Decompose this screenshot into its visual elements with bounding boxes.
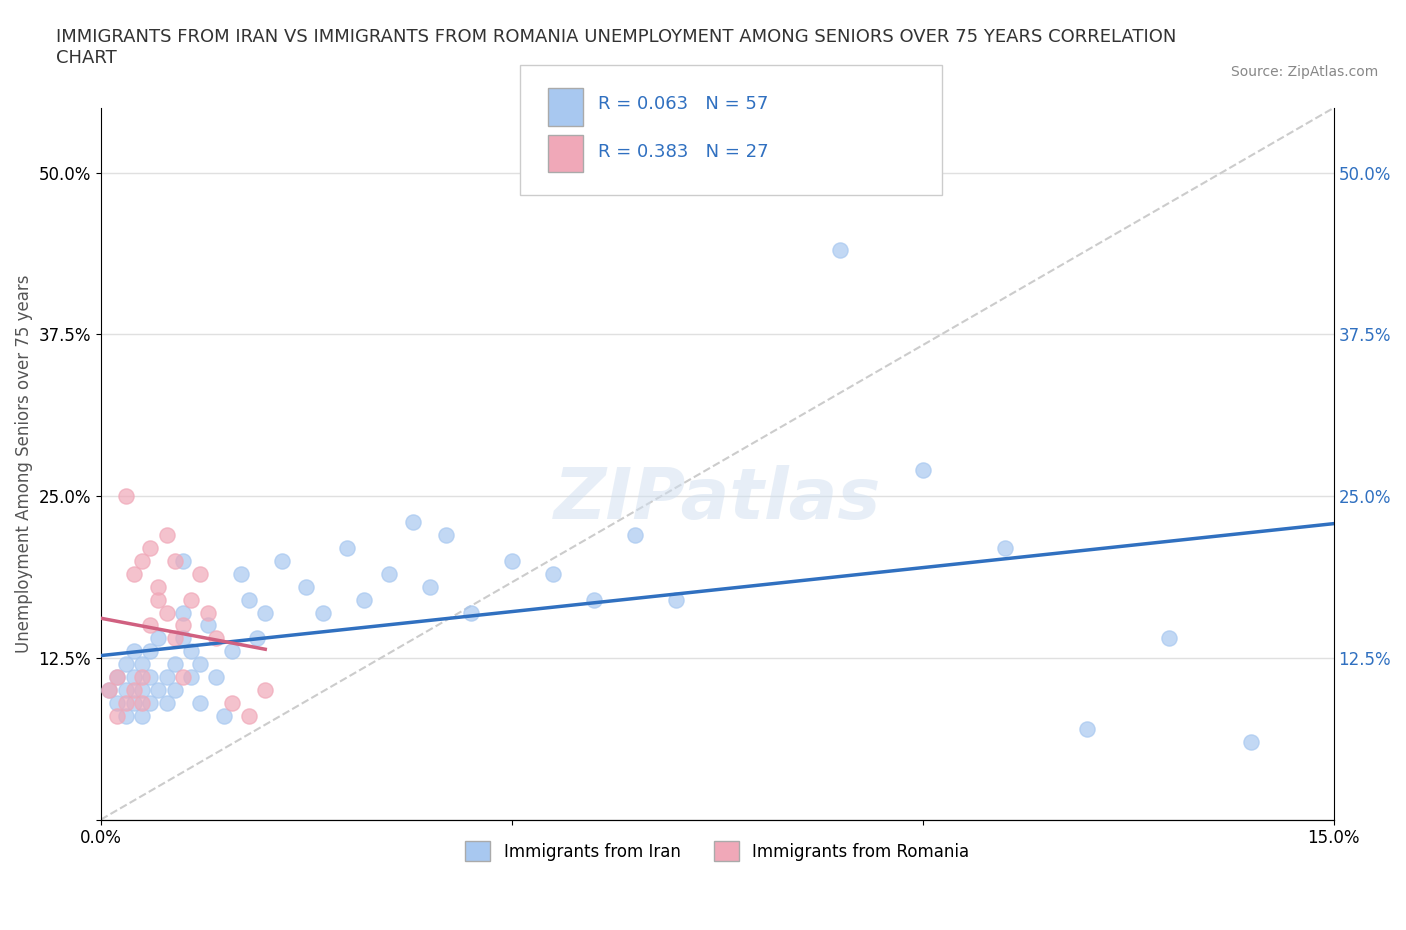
Point [312, 605, 335, 620]
Point [238, 592, 260, 607]
Point [197, 605, 219, 620]
Point [114, 488, 136, 503]
Point [163, 657, 186, 671]
Point [270, 553, 292, 568]
Point [180, 670, 202, 684]
Legend: Immigrants from Iran, Immigrants from Romania: Immigrants from Iran, Immigrants from Ro… [458, 834, 976, 868]
Text: ZIPatlas: ZIPatlas [554, 465, 882, 534]
Point [114, 683, 136, 698]
Point [131, 696, 153, 711]
Point [114, 696, 136, 711]
Point [139, 670, 162, 684]
Point [163, 553, 186, 568]
Point [139, 540, 162, 555]
Point [205, 670, 228, 684]
Point [122, 696, 145, 711]
Point [148, 592, 170, 607]
Point [105, 670, 128, 684]
Text: R = 0.063   N = 57: R = 0.063 N = 57 [598, 95, 768, 113]
Point [105, 709, 128, 724]
Point [541, 566, 564, 581]
Point [131, 670, 153, 684]
Point [172, 631, 194, 645]
Text: R = 0.383   N = 27: R = 0.383 N = 27 [598, 142, 768, 161]
Point [156, 670, 179, 684]
Point [156, 696, 179, 711]
Point [139, 618, 162, 633]
Point [131, 709, 153, 724]
Point [212, 709, 235, 724]
Point [180, 592, 202, 607]
Point [163, 631, 186, 645]
Point [105, 670, 128, 684]
Point [148, 683, 170, 698]
Point [131, 657, 153, 671]
Point [501, 553, 523, 568]
Point [188, 566, 211, 581]
Point [624, 527, 647, 542]
Point [994, 540, 1017, 555]
Point [131, 683, 153, 698]
Point [246, 631, 269, 645]
Point [229, 566, 252, 581]
Point [122, 670, 145, 684]
Point [1076, 722, 1098, 737]
Point [221, 696, 243, 711]
Point [122, 683, 145, 698]
Point [156, 527, 179, 542]
Point [172, 618, 194, 633]
Point [122, 644, 145, 658]
Point [139, 644, 162, 658]
Point [582, 592, 605, 607]
Point [377, 566, 399, 581]
Y-axis label: Unemployment Among Seniors over 75 years: Unemployment Among Seniors over 75 years [15, 274, 32, 653]
Point [148, 579, 170, 594]
Text: IMMIGRANTS FROM IRAN VS IMMIGRANTS FROM ROMANIA UNEMPLOYMENT AMONG SENIORS OVER : IMMIGRANTS FROM IRAN VS IMMIGRANTS FROM … [56, 28, 1177, 67]
Point [402, 514, 425, 529]
Point [205, 631, 228, 645]
Point [105, 696, 128, 711]
Point [911, 463, 934, 478]
Point [188, 696, 211, 711]
Point [238, 709, 260, 724]
Point [172, 553, 194, 568]
Point [197, 618, 219, 633]
Point [434, 527, 457, 542]
Point [419, 579, 441, 594]
Point [148, 631, 170, 645]
Point [180, 644, 202, 658]
Point [1240, 735, 1263, 750]
Point [336, 540, 359, 555]
Point [295, 579, 318, 594]
Point [830, 243, 852, 258]
Point [254, 683, 277, 698]
Point [139, 696, 162, 711]
Point [460, 605, 482, 620]
Point [172, 605, 194, 620]
Point [131, 553, 153, 568]
Point [156, 605, 179, 620]
Point [1159, 631, 1181, 645]
Point [122, 566, 145, 581]
Point [114, 709, 136, 724]
Point [98, 683, 121, 698]
Point [254, 605, 277, 620]
Point [172, 670, 194, 684]
Point [221, 644, 243, 658]
Point [665, 592, 688, 607]
Point [188, 657, 211, 671]
Text: Source: ZipAtlas.com: Source: ZipAtlas.com [1230, 65, 1378, 79]
Point [353, 592, 375, 607]
Point [114, 657, 136, 671]
Point [98, 683, 121, 698]
Point [163, 683, 186, 698]
